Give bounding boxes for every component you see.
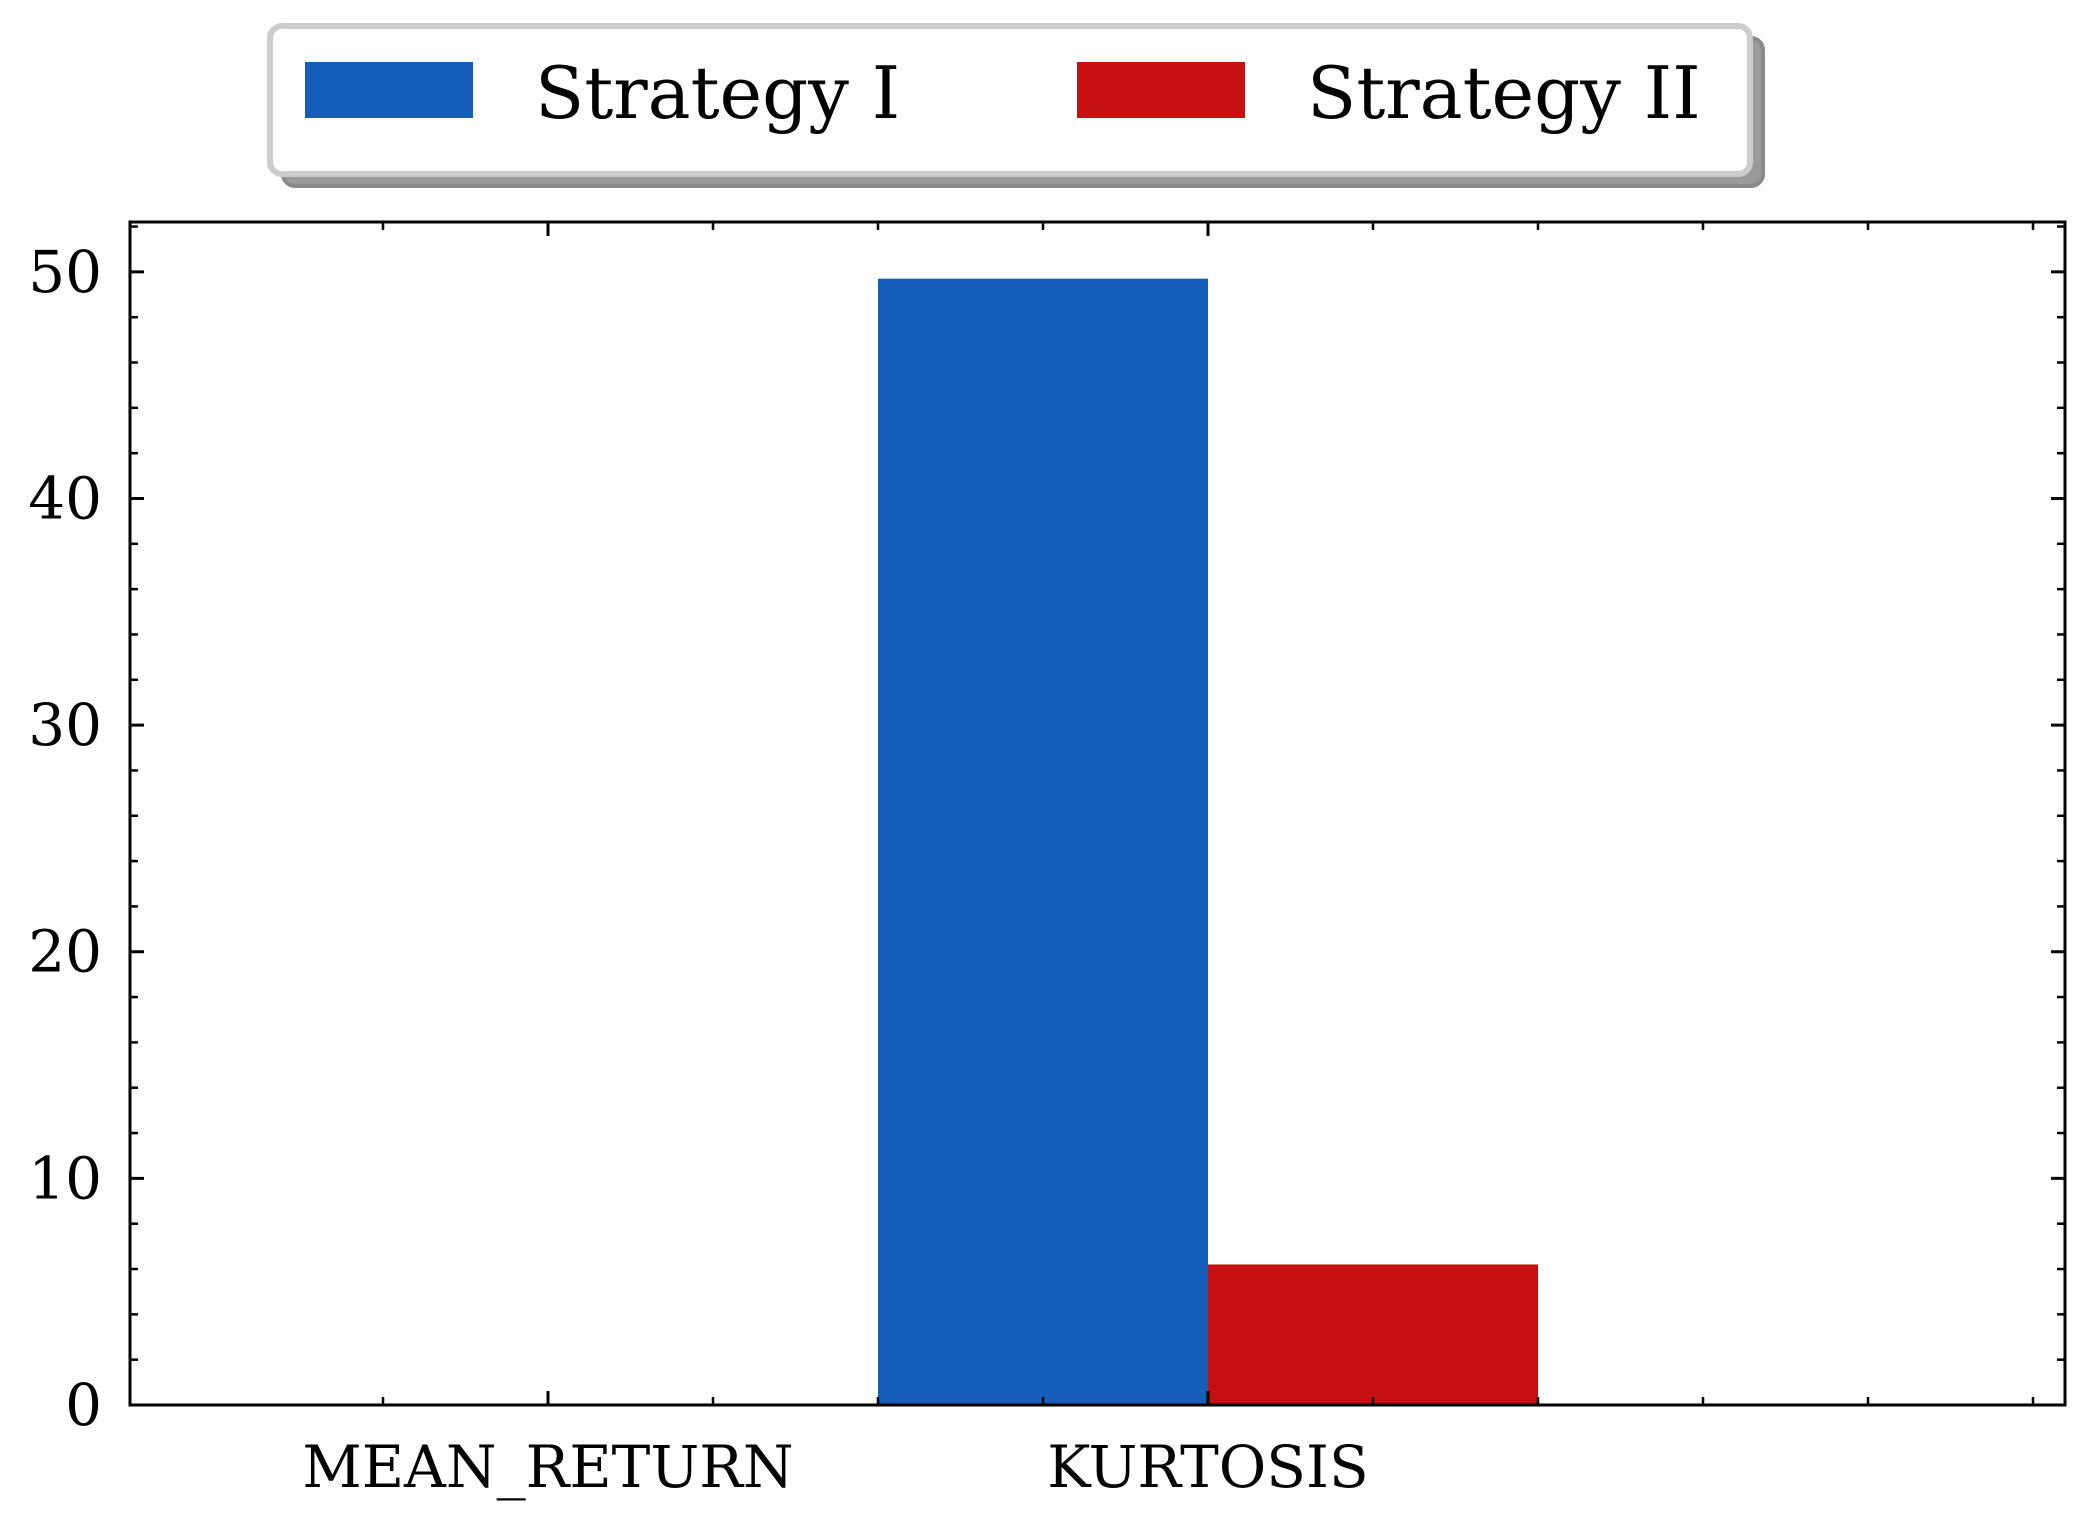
y-tick-label: 10 (28, 1144, 102, 1212)
x-tick-label: KURTOSIS (1047, 1433, 1368, 1501)
legend-label: Strategy I (535, 51, 900, 135)
legend-swatch (1077, 62, 1245, 118)
legend: Strategy I Strategy II (267, 23, 1765, 188)
x-tick-label: MEAN_RETURN (302, 1433, 793, 1501)
y-tick-label: 0 (65, 1371, 102, 1439)
y-tick-label: 40 (28, 464, 102, 532)
bar-strategy-ii-kurtosis (1208, 1264, 1538, 1405)
y-tick-label: 50 (28, 238, 102, 306)
legend-swatch (305, 62, 473, 118)
y-tick-label: 30 (28, 691, 102, 759)
legend-box (267, 23, 1753, 177)
legend-label: Strategy II (1307, 51, 1701, 135)
y-tick-label: 20 (28, 918, 102, 986)
ticks (130, 222, 2065, 1407)
plot-frame (128, 220, 2067, 1407)
y-tick-labels: 0 10 20 30 40 50 (28, 238, 102, 1439)
x-tick-labels: MEAN_RETURN KURTOSIS (302, 1433, 1368, 1501)
bars (878, 278, 1538, 1405)
bar-strategy-i-kurtosis (878, 278, 1208, 1405)
